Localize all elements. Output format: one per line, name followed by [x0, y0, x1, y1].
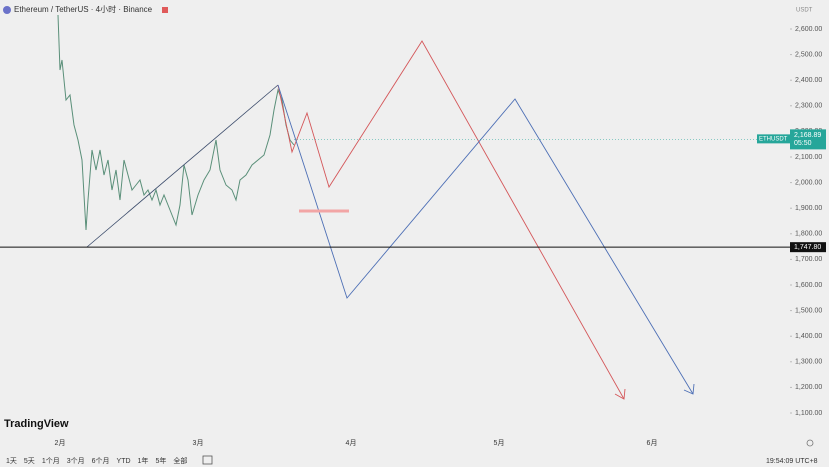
arrow-red — [614, 388, 626, 400]
time-axis: 2月 3月 4月 5月 6月 — [55, 439, 658, 447]
price-candles — [57, 14, 295, 231]
arrow-blue — [683, 383, 695, 395]
range-button[interactable]: YTD — [117, 458, 131, 465]
status-dot — [162, 7, 168, 13]
trend-line — [86, 84, 279, 248]
y-tick-label: 2,400.00 — [795, 77, 822, 84]
y-tick-label: 1,800.00 — [795, 231, 822, 238]
toolbar: 1天 5天 1个月 3个月 6个月 YTD 1年 5年 全部 — [6, 456, 187, 465]
x-tick-label: 2月 — [55, 439, 66, 447]
x-tick-label: 6月 — [647, 439, 658, 447]
settings-icon[interactable] — [806, 439, 814, 447]
y-tick-label: 1,900.00 — [795, 205, 822, 212]
y-tick-label: 1,100.00 — [795, 410, 822, 417]
symbol-tag-label: ETHUSDT — [759, 136, 788, 142]
symbol-tag — [757, 134, 790, 144]
range-button[interactable]: 3个月 — [67, 457, 85, 465]
range-button[interactable]: 全部 — [173, 456, 187, 465]
y-tick-label: 1,200.00 — [795, 384, 822, 391]
x-tick-label: 3月 — [193, 439, 204, 447]
y-tick-label: 1,700.00 — [795, 256, 822, 263]
y-tick-label: 2,000.00 — [795, 179, 822, 186]
price-tag-label: 2,168.89 — [794, 132, 821, 139]
range-button[interactable]: 5天 — [24, 457, 35, 465]
line-tag-label: 1,747.80 — [794, 244, 821, 251]
calendar-icon[interactable] — [202, 455, 213, 465]
y-tick-label: 2,600.00 — [795, 26, 822, 33]
y-tick-label: 1,600.00 — [795, 282, 822, 289]
currency: USDT — [796, 8, 813, 14]
range-button[interactable]: 6个月 — [92, 457, 110, 465]
line-tag — [790, 242, 826, 253]
y-tick-label: 1,300.00 — [795, 359, 822, 366]
symbol-icon — [3, 6, 11, 14]
projection-blue — [277, 84, 694, 395]
y-tick-label: 1,400.00 — [795, 333, 822, 340]
range-button[interactable]: 1个月 — [42, 457, 60, 465]
clock: 19:54:09 UTC+8 — [766, 458, 818, 465]
range-button[interactable]: 1天 — [6, 457, 17, 465]
x-tick-label: 4月 — [346, 439, 357, 447]
y-tick-label: 2,500.00 — [795, 51, 822, 58]
y-tick-label: 1,500.00 — [795, 307, 822, 314]
symbol-title[interactable]: Ethereum / TetherUS · 4小时 · Binance — [14, 4, 153, 14]
countdown: 05:50 — [794, 140, 812, 147]
range-button[interactable]: 1年 — [138, 456, 149, 465]
price-tag — [790, 129, 826, 150]
range-button[interactable]: 5年 — [155, 456, 166, 465]
logo: TradingView — [4, 418, 69, 430]
projection-red — [277, 40, 625, 400]
y-tick-label: 2,100.00 — [795, 154, 822, 161]
y-tick-label: 2,300.00 — [795, 103, 822, 110]
x-tick-label: 5月 — [494, 439, 505, 447]
